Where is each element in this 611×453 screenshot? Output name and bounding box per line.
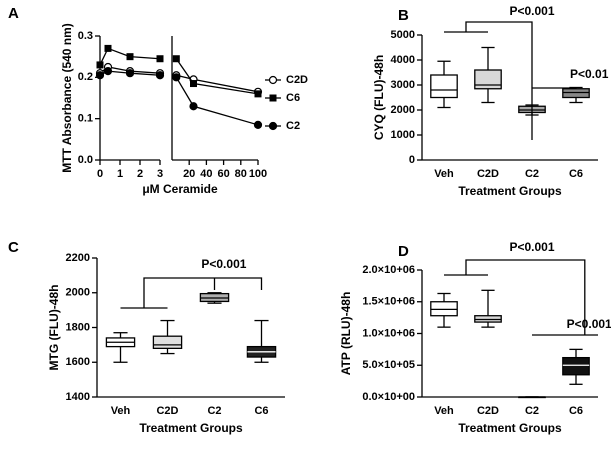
x-tick-label: C2	[207, 405, 221, 417]
significance-bracket	[143, 277, 263, 308]
panel-label: A	[8, 5, 19, 22]
y-tick-label: 5.0×10+05	[362, 359, 415, 371]
x-tick-label: 40	[200, 168, 212, 180]
y-tick-label: 5000	[391, 29, 415, 41]
y-tick-label: 0.2	[78, 71, 93, 83]
x-tick-label: C2D	[477, 405, 499, 417]
annotation: P<0.001	[509, 240, 554, 254]
x-axis-label: Treatment Groups	[458, 184, 562, 198]
box	[562, 356, 590, 376]
x-tick-label: 0	[97, 168, 103, 180]
y-tick-label: 0.0×10+00	[362, 391, 415, 403]
marker	[95, 71, 105, 80]
marker	[189, 102, 198, 111]
panel-label: C	[8, 239, 19, 256]
marker	[103, 67, 113, 76]
x-tick-label: Veh	[434, 168, 454, 180]
legend-marker	[268, 121, 278, 131]
marker	[156, 55, 164, 63]
x-tick-label: 20	[183, 168, 195, 180]
x-axis-label: μM Ceramide	[142, 182, 218, 196]
y-axis-label: MTT Absorbance (540 nm)	[60, 23, 74, 173]
x-tick-label: 1	[117, 168, 123, 180]
panel-label: D	[398, 243, 409, 260]
marker	[104, 44, 112, 52]
x-tick-label: 3	[157, 168, 163, 180]
x-tick-label: C2D	[156, 405, 178, 417]
y-tick-label: 1600	[66, 356, 90, 368]
y-tick-label: 2200	[66, 252, 90, 264]
legend-label: C2D	[286, 74, 308, 86]
y-tick-label: 2000	[391, 104, 415, 116]
y-tick-label: 0.1	[78, 113, 93, 125]
x-tick-label: C6	[569, 405, 583, 417]
annotation: P<0.01	[570, 67, 609, 81]
significance-bracket	[465, 21, 533, 140]
y-tick-label: 1400	[66, 391, 90, 403]
legend-label: C2	[286, 120, 300, 132]
box	[430, 74, 458, 99]
annotation: P<0.001	[567, 317, 611, 331]
annotation: P<0.001	[509, 4, 554, 18]
legend-marker	[269, 94, 277, 102]
y-tick-label: 3000	[391, 79, 415, 91]
x-tick-label: 60	[217, 168, 229, 180]
marker	[172, 73, 181, 82]
x-tick-label: C2D	[477, 168, 499, 180]
y-tick-label: 1800	[66, 321, 90, 333]
x-tick-label: C2	[525, 405, 539, 417]
x-tick-label: 100	[249, 168, 267, 180]
y-tick-label: 2000	[66, 287, 90, 299]
significance-bracket	[465, 259, 586, 335]
marker	[155, 71, 165, 80]
marker	[96, 61, 104, 69]
y-tick-label: 1.0×10+06	[362, 327, 415, 339]
x-tick-label: Veh	[111, 405, 131, 417]
panel-label: B	[398, 7, 409, 24]
legend-marker	[268, 75, 278, 85]
y-axis-label: MTG (FLU)-48h	[47, 285, 61, 371]
x-tick-label: C6	[254, 405, 268, 417]
x-tick-label: C2	[525, 168, 539, 180]
annotation: P<0.001	[201, 257, 246, 271]
y-tick-label: 0	[409, 154, 415, 166]
series-line	[175, 58, 259, 95]
y-tick-label: 2.0×10+06	[362, 264, 415, 276]
marker	[125, 69, 135, 78]
marker	[126, 53, 134, 61]
x-tick-label: C6	[569, 168, 583, 180]
y-tick-label: 0.3	[78, 30, 93, 42]
box	[474, 69, 502, 90]
series-line	[99, 47, 161, 66]
marker	[172, 55, 180, 63]
x-tick-label: Veh	[434, 405, 454, 417]
x-axis-label: Treatment Groups	[458, 421, 562, 435]
marker	[254, 90, 262, 98]
y-tick-label: 1.5×10+06	[362, 296, 415, 308]
y-tick-label: 4000	[391, 54, 415, 66]
series-line	[99, 66, 161, 74]
box	[152, 335, 183, 350]
x-axis-label: Treatment Groups	[139, 421, 243, 435]
x-tick-label: 2	[137, 168, 143, 180]
y-tick-label: 1000	[391, 129, 415, 141]
y-tick-label: 0.0	[78, 154, 93, 166]
y-axis-label: ATP (RLU)-48h	[339, 292, 353, 376]
marker	[253, 120, 263, 129]
marker	[190, 80, 197, 88]
series-line	[176, 74, 259, 93]
series-line	[99, 70, 161, 76]
y-axis-label: CYQ (FLU)-48h	[372, 55, 386, 140]
x-tick-label: 80	[235, 168, 247, 180]
legend-label: C6	[286, 92, 300, 104]
